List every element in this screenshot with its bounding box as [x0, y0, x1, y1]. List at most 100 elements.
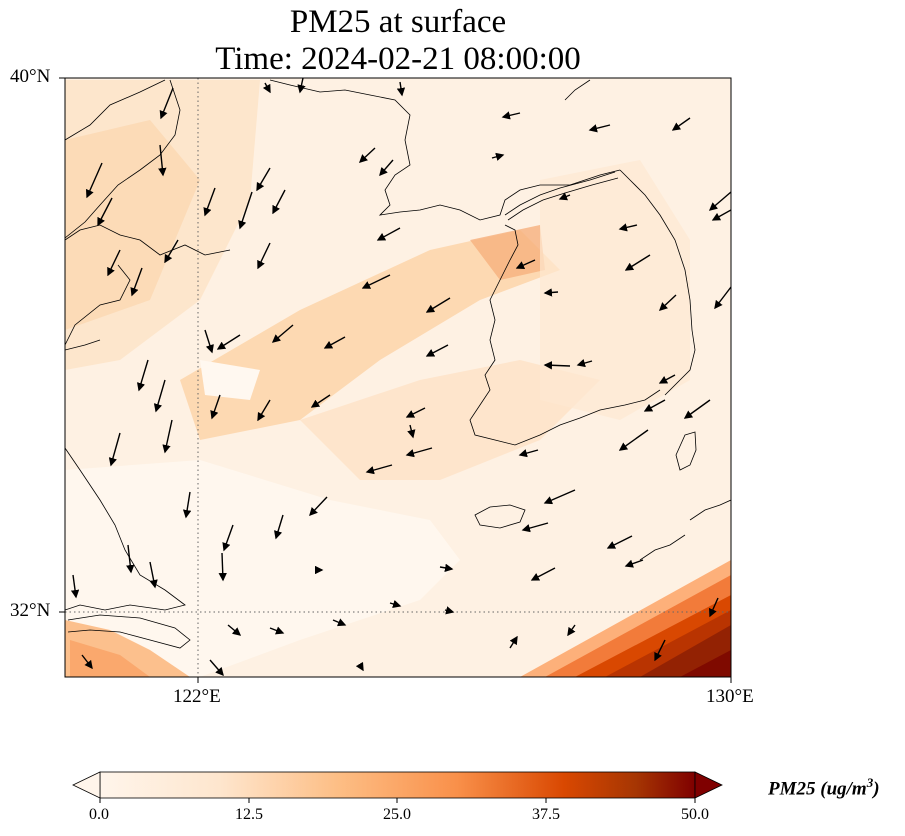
wind-arrow: [444, 606, 455, 615]
pm25-field: [65, 78, 731, 677]
wind-arrow: [405, 447, 433, 458]
wind-arrow: [521, 522, 549, 533]
wind-arrow: [714, 286, 731, 310]
wind-arrow: [491, 152, 505, 161]
wind-arrow: [658, 294, 677, 311]
wind-arrow: [389, 599, 402, 609]
wind-arrow: [256, 167, 271, 192]
x-tick-label-122e: 122°E: [173, 686, 221, 707]
wind-vectors: [70, 78, 731, 677]
wind-arrow: [606, 535, 633, 549]
wind-arrow: [530, 567, 556, 581]
wind-arrow: [501, 111, 521, 120]
wind-arrow: [203, 187, 216, 217]
colorbar-tick-label: 37.5: [532, 806, 560, 823]
wind-arrow: [81, 654, 93, 670]
wind-arrow: [227, 624, 242, 636]
wind-arrow: [671, 117, 691, 131]
colorbar-body: [99, 771, 696, 799]
wind-arrow: [654, 639, 666, 662]
wind-arrow: [297, 78, 306, 94]
coastlines: [65, 79, 731, 649]
wind-arrow: [365, 464, 393, 475]
wind-arrow: [136, 359, 149, 392]
colorbar-tick-label: 25.0: [383, 806, 411, 823]
colorbar-tick-label: 12.5: [235, 806, 263, 823]
wind-arrow: [70, 574, 80, 599]
wind-arrow: [158, 144, 167, 177]
wind-arrow: [379, 159, 394, 177]
colorbar-label: PM25 (ug/m3): [768, 775, 880, 800]
map-frame: [64, 77, 732, 678]
wind-arrow: [216, 334, 241, 350]
wind-arrow: [515, 259, 536, 269]
wind-arrow: [310, 394, 331, 408]
wind-arrow: [222, 524, 234, 552]
wind-arrow: [159, 87, 174, 120]
y-tick-label-40n: 40°N: [10, 66, 51, 87]
wind-arrow: [238, 191, 253, 230]
colorbar-extend-min: [72, 771, 101, 799]
colorbar-tick-label: 0.0: [89, 806, 109, 823]
wind-arrow: [126, 544, 135, 574]
colorbar-extend-max: [694, 771, 723, 799]
wind-arrow: [262, 82, 271, 94]
x-tick-label-130e: 130°E: [706, 686, 754, 707]
wind-arrow: [358, 147, 376, 163]
colorbar-tick-label: 50.0: [681, 806, 709, 823]
wind-arrow: [624, 559, 644, 568]
wind-arrow: [509, 635, 518, 649]
wind-arrow: [376, 227, 401, 241]
wind-arrow: [209, 659, 224, 677]
wind-arrow: [425, 297, 451, 313]
wind-arrow: [709, 597, 719, 618]
wind-arrow: [97, 197, 113, 227]
wind-arrow: [271, 324, 294, 343]
wind-arrow: [85, 162, 103, 199]
wind-arrow: [618, 429, 649, 451]
wind-arrow: [588, 124, 611, 133]
wind-arrow: [407, 424, 416, 439]
wind-arrow: [643, 399, 666, 412]
map-time: Time: 2024-02-21 08:00:00: [215, 41, 581, 77]
wind-arrow: [405, 407, 426, 418]
y-tick-label-32n: 32°N: [10, 600, 51, 621]
wind-arrow: [361, 274, 391, 289]
wind-arrow: [107, 249, 121, 277]
colorbar: [72, 771, 723, 803]
wind-arrow: [269, 626, 285, 635]
wind-arrow: [332, 618, 347, 627]
wind-arrow: [558, 192, 571, 201]
wind-arrow: [272, 189, 286, 215]
wind-arrow: [624, 254, 651, 271]
wind-arrow: [210, 394, 221, 420]
wind-arrow: [218, 552, 227, 582]
wind-arrow: [182, 491, 192, 519]
wind-arrow: [274, 514, 284, 540]
wind-arrow: [323, 336, 346, 349]
wind-arrow: [711, 209, 731, 221]
wind-arrow: [543, 361, 571, 370]
map-title: PM25 at surface: [289, 4, 507, 40]
wind-arrow: [149, 561, 158, 589]
wind-arrow: [518, 449, 539, 458]
wind-arrow: [567, 624, 576, 637]
wind-arrow: [164, 239, 179, 264]
wind-arrow: [618, 223, 638, 232]
wind-arrow: [130, 267, 143, 297]
wind-arrow: [543, 288, 559, 297]
wind-arrow: [355, 661, 364, 672]
wind-arrow: [309, 496, 328, 517]
wind-arrow: [153, 379, 166, 413]
wind-arrow: [425, 344, 449, 357]
wind-arrow: [576, 359, 593, 368]
wind-arrow: [708, 191, 731, 211]
wind-arrow: [162, 419, 173, 454]
wind-arrow: [396, 81, 406, 97]
wind-arrow: [257, 242, 271, 270]
wind-arrow: [658, 374, 676, 384]
wind-arrow: [108, 432, 121, 467]
wind-arrow: [543, 489, 576, 505]
wind-arrow: [257, 399, 271, 422]
